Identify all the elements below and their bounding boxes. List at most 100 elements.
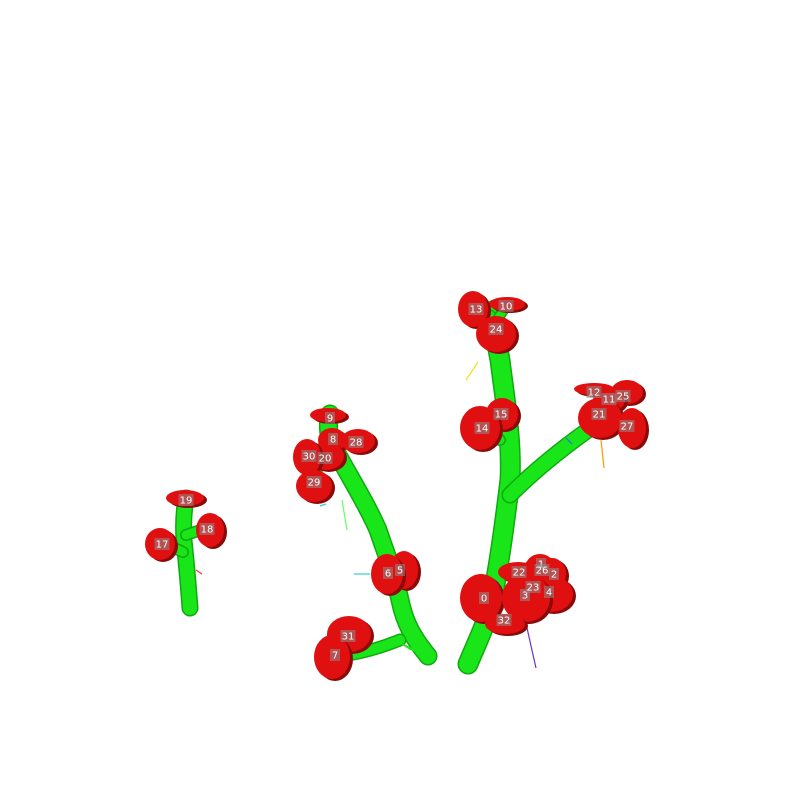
label-box-22 xyxy=(511,566,527,578)
label-text-17: 17 xyxy=(156,540,169,551)
label-text-6: 6 xyxy=(385,569,391,580)
label-text-11: 11 xyxy=(603,395,616,406)
label-text-20: 20 xyxy=(319,454,332,465)
axis-line-0 xyxy=(465,361,479,381)
label-text-5: 5 xyxy=(397,566,403,577)
marker-label-7: 7 xyxy=(330,649,340,662)
axis-line-2 xyxy=(341,499,348,531)
label-text-15: 15 xyxy=(495,410,508,421)
label-box-12 xyxy=(586,386,602,398)
marker-label-2: 2 xyxy=(549,568,559,581)
marker-label-29: 29 xyxy=(306,476,322,489)
label-text-9: 9 xyxy=(327,414,333,425)
marker-label-13: 13 xyxy=(468,303,484,316)
label-box-21 xyxy=(591,408,607,420)
label-box-10 xyxy=(498,300,514,312)
axis-line-5 xyxy=(195,569,203,575)
label-box-32 xyxy=(496,614,512,626)
marker-axes xyxy=(195,361,605,669)
marker-label-24: 24 xyxy=(488,323,504,336)
label-box-0 xyxy=(479,592,489,604)
label-text-21: 21 xyxy=(593,410,606,421)
marker-label-19: 19 xyxy=(178,494,194,507)
label-box-18 xyxy=(199,523,215,535)
marker-label-18: 18 xyxy=(199,523,215,536)
marker-label-9: 9 xyxy=(325,412,335,425)
label-box-26 xyxy=(534,564,550,576)
label-text-28: 28 xyxy=(350,438,363,449)
marker-label-15: 15 xyxy=(493,408,509,421)
label-text-26: 26 xyxy=(536,566,549,577)
marker-labels: 0123456789101112131415171819202122232425… xyxy=(154,300,635,662)
marker-label-17: 17 xyxy=(154,538,170,551)
label-box-2 xyxy=(549,568,559,580)
label-box-31 xyxy=(340,630,356,642)
axis-line-4 xyxy=(526,627,537,669)
label-text-2: 2 xyxy=(551,570,557,581)
marker-label-5: 5 xyxy=(395,564,405,577)
marker-label-10: 10 xyxy=(498,300,514,313)
label-box-28 xyxy=(348,436,364,448)
label-box-5 xyxy=(395,564,405,576)
label-box-8 xyxy=(328,433,338,445)
label-text-14: 14 xyxy=(476,424,489,435)
marker-label-4: 4 xyxy=(544,586,554,599)
marker-label-0: 0 xyxy=(479,592,489,605)
label-box-29 xyxy=(306,476,322,488)
label-text-25: 25 xyxy=(617,392,630,403)
label-text-30: 30 xyxy=(303,452,316,463)
label-text-8: 8 xyxy=(330,435,336,446)
label-text-27: 27 xyxy=(621,422,634,433)
marker-label-22: 22 xyxy=(511,566,527,579)
marker-label-25: 25 xyxy=(615,390,631,403)
marker-label-8: 8 xyxy=(328,433,338,446)
label-box-24 xyxy=(488,323,504,335)
label-box-9 xyxy=(325,412,335,424)
label-box-15 xyxy=(493,408,509,420)
marker-label-28: 28 xyxy=(348,436,364,449)
label-text-13: 13 xyxy=(470,305,483,316)
marker-label-12: 12 xyxy=(586,386,602,399)
marker-label-11: 11 xyxy=(601,393,617,406)
marker-label-14: 14 xyxy=(474,422,490,435)
label-box-19 xyxy=(178,494,194,506)
label-box-27 xyxy=(619,420,635,432)
marker-label-20: 20 xyxy=(317,452,333,465)
marker-label-32: 32 xyxy=(496,614,512,627)
marker-label-21: 21 xyxy=(591,408,607,421)
label-box-4 xyxy=(544,586,554,598)
label-box-17 xyxy=(154,538,170,550)
label-text-4: 4 xyxy=(546,588,552,599)
marker-label-27: 27 xyxy=(619,420,635,433)
marker-label-30: 30 xyxy=(301,450,317,463)
label-text-18: 18 xyxy=(201,525,214,536)
label-text-22: 22 xyxy=(513,568,526,579)
label-box-25 xyxy=(615,390,631,402)
label-text-31: 31 xyxy=(342,632,355,643)
label-text-12: 12 xyxy=(588,388,601,399)
label-text-29: 29 xyxy=(308,478,321,489)
label-box-20 xyxy=(317,452,333,464)
label-box-30 xyxy=(301,450,317,462)
axis-line-1 xyxy=(600,439,605,469)
label-box-6 xyxy=(383,567,393,579)
label-box-3 xyxy=(520,589,530,601)
label-text-0: 0 xyxy=(481,594,487,605)
marker-label-6: 6 xyxy=(383,567,393,580)
axis-line-6 xyxy=(319,503,327,507)
label-text-10: 10 xyxy=(500,302,513,313)
stem-base-flare xyxy=(395,640,434,658)
axis-line-7 xyxy=(565,437,573,445)
label-text-24: 24 xyxy=(490,325,503,336)
label-box-13 xyxy=(468,303,484,315)
label-text-7: 7 xyxy=(332,651,338,662)
label-text-32: 32 xyxy=(498,616,511,627)
label-text-19: 19 xyxy=(180,496,193,507)
marker-label-3: 3 xyxy=(520,589,530,602)
label-text-3: 3 xyxy=(522,591,528,602)
label-box-23 xyxy=(525,581,541,593)
marker-label-31: 31 xyxy=(340,630,356,643)
label-box-14 xyxy=(474,422,490,434)
